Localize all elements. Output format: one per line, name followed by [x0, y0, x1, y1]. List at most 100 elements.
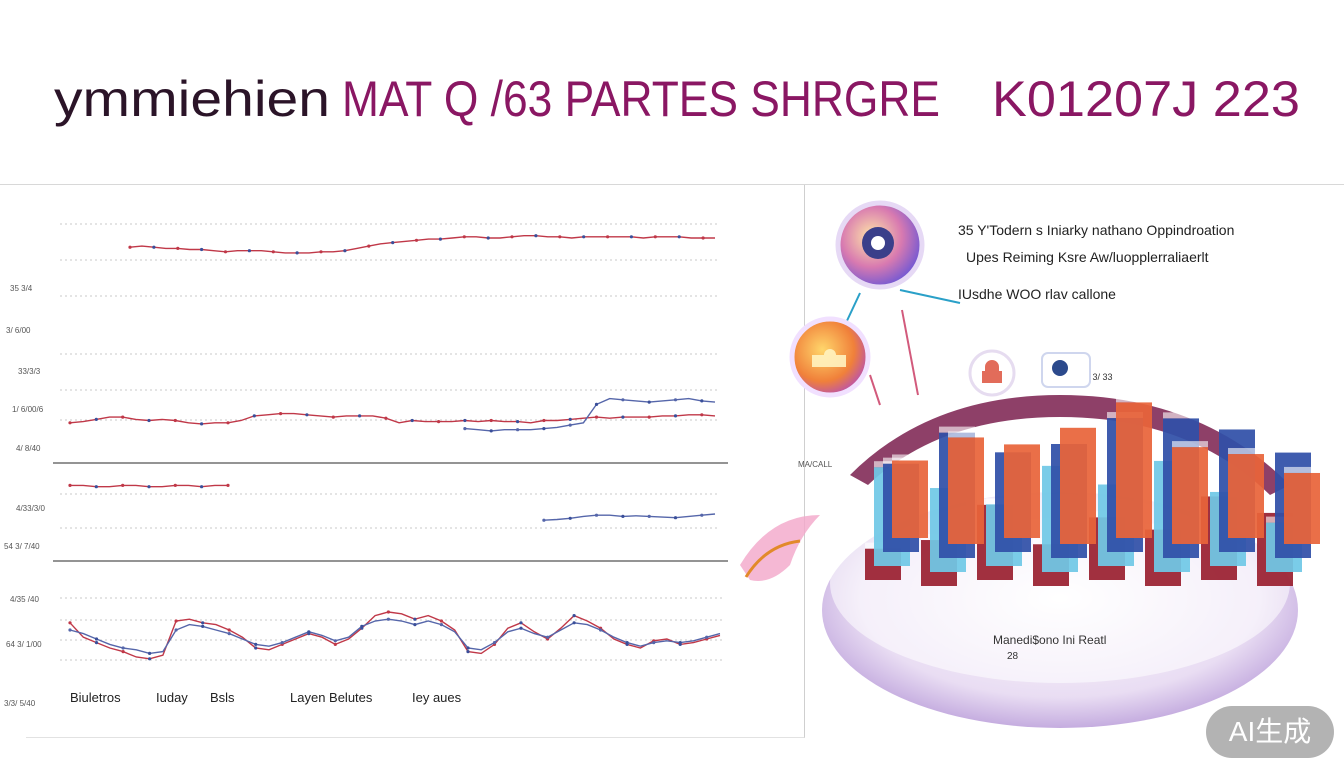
- data-point: [360, 624, 364, 629]
- bar: [1004, 444, 1040, 538]
- line-charts-svg: 35 3/4 3/ 6/00 33/3/3 1/ 6/00/6 4/ 8/40 …: [4, 223, 728, 708]
- series-layer: [68, 234, 721, 661]
- data-point: [152, 245, 156, 249]
- bar-label-top: 33 / 3/ 33: [1075, 372, 1113, 382]
- bar: [948, 437, 984, 544]
- bar-top: [1060, 421, 1096, 428]
- annotation-line-2: Upes Reiming Ksre Aw/luopplerraliaerlt: [966, 249, 1209, 265]
- data-point: [647, 400, 651, 404]
- data-point: [148, 657, 152, 661]
- data-point: [68, 421, 72, 425]
- tick-label: 4/ 8/40: [16, 444, 41, 453]
- data-point: [542, 518, 546, 522]
- data-point: [121, 650, 125, 654]
- data-point: [463, 418, 467, 423]
- data-point: [519, 626, 523, 630]
- data-point: [247, 249, 251, 253]
- data-point: [558, 235, 562, 239]
- gear-icon-hub: [871, 236, 885, 250]
- series-line: [69, 611, 721, 660]
- data-point: [582, 235, 586, 239]
- tick-label: 4/35 /40: [10, 595, 39, 604]
- data-point: [94, 417, 98, 421]
- bar: [1284, 472, 1320, 544]
- data-point: [516, 428, 520, 432]
- data-point: [438, 237, 442, 241]
- connector-line: [901, 309, 919, 396]
- data-point: [701, 236, 705, 240]
- bar-top: [1172, 441, 1208, 448]
- data-point: [413, 617, 417, 621]
- data-point: [653, 235, 657, 239]
- bar: [1172, 447, 1208, 544]
- data-point: [386, 617, 390, 621]
- data-point: [200, 247, 204, 252]
- legend-entry: Bsls: [210, 690, 235, 705]
- data-point: [68, 621, 72, 625]
- legend-entry: Iey aues: [412, 690, 462, 705]
- data-point: [174, 619, 178, 623]
- connector-line: [869, 374, 881, 406]
- connector-line: [844, 292, 861, 326]
- data-point: [367, 244, 371, 248]
- data-point: [652, 641, 656, 645]
- data-point: [121, 415, 125, 419]
- data-point: [226, 483, 230, 487]
- data-point: [391, 241, 395, 245]
- data-point: [510, 235, 514, 239]
- data-point: [68, 628, 72, 632]
- annotation-line-3: IUsdhe WOO rlav callone: [958, 286, 1116, 302]
- swirl-decoration: [744, 539, 801, 578]
- bars-layer: [865, 396, 1320, 586]
- data-point: [542, 418, 546, 423]
- data-point: [94, 641, 99, 645]
- data-point: [606, 235, 610, 239]
- header: ymmiehien MAT Q /63 PARTES SHRGRE K01207…: [0, 40, 1344, 150]
- tick-label: 33/3/3: [18, 367, 41, 376]
- data-point: [673, 398, 678, 402]
- data-point: [147, 418, 151, 423]
- data-point: [201, 621, 205, 625]
- data-point: [413, 623, 417, 627]
- header-code: K01207J 223: [992, 71, 1300, 127]
- data-point: [223, 250, 228, 254]
- data-point: [307, 630, 311, 634]
- data-point: [343, 249, 347, 253]
- data-point: [546, 635, 550, 639]
- bar-top: [939, 426, 975, 433]
- bar-label-side: MA/CALL: [798, 460, 833, 469]
- data-point: [673, 516, 678, 520]
- tick-label: 3/3/ 5/40: [4, 699, 36, 708]
- bar-top: [1004, 438, 1040, 445]
- bar-top: [1275, 446, 1311, 453]
- data-point: [227, 628, 231, 632]
- bar-top: [1219, 423, 1255, 430]
- data-point: [700, 513, 704, 517]
- tick-labels-layer: 35 3/4 3/ 6/00 33/3/3 1/ 6/00/6 4/ 8/40 …: [4, 284, 45, 708]
- annotation-line-1: 35 Y'Todern s Iniarky nathano Oppindroat…: [958, 222, 1235, 238]
- data-point: [252, 414, 256, 418]
- data-point: [254, 642, 258, 647]
- data-point: [568, 417, 572, 421]
- data-point: [462, 235, 466, 239]
- data-point: [625, 641, 629, 645]
- data-point: [677, 235, 681, 239]
- bar-illustration-panel: 33 / 3/ 33 MA/CALL: [730, 185, 1344, 768]
- data-point: [384, 416, 388, 420]
- data-point: [516, 420, 520, 424]
- data-point: [486, 236, 490, 240]
- data-point: [594, 415, 599, 419]
- data-point: [463, 427, 467, 431]
- tick-label: 4/33/3/0: [16, 504, 45, 513]
- series-line: [464, 397, 716, 432]
- data-point: [700, 413, 704, 417]
- bar-top: [1228, 448, 1264, 455]
- data-point: [200, 485, 204, 489]
- data-point: [489, 418, 493, 423]
- data-point: [121, 646, 125, 650]
- series-line: [129, 234, 715, 254]
- data-point: [466, 646, 470, 650]
- puzzle-icon: [812, 349, 846, 367]
- header-logo-text: ymmiehien: [54, 71, 330, 127]
- data-point: [466, 650, 470, 654]
